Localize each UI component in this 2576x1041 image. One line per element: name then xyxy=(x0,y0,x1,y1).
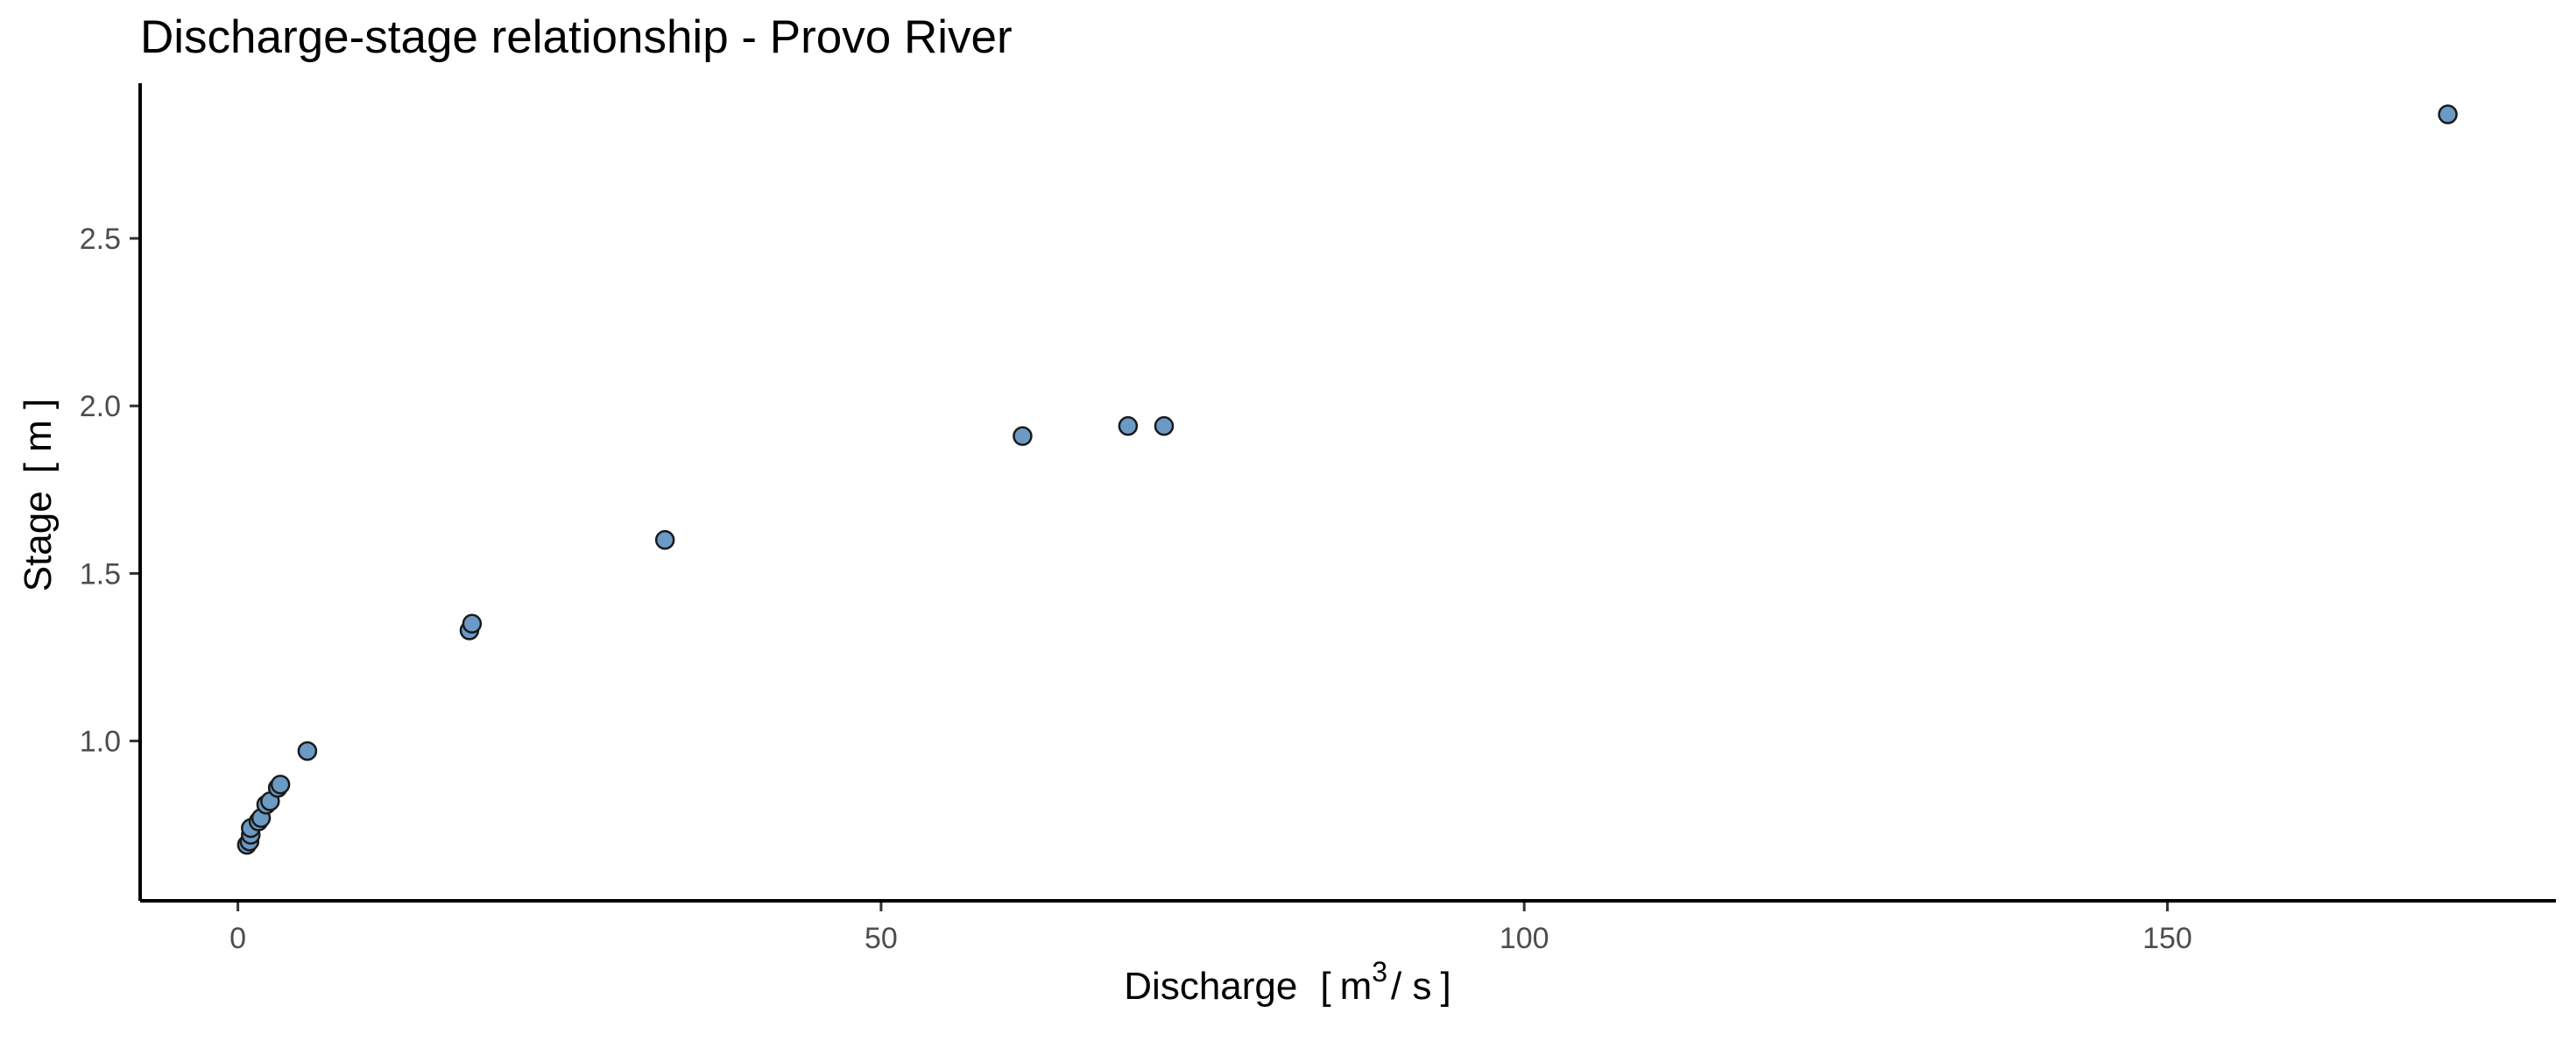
data-point xyxy=(297,740,318,761)
x-tick-label: 0 xyxy=(229,922,246,955)
x-tick-label: 150 xyxy=(2142,922,2192,955)
y-tick-label: 2.0 xyxy=(80,390,121,423)
x-axis-label-unit-close: ] xyxy=(1441,965,1451,1008)
x-axis-label: Discharge [m3/ s] xyxy=(1124,956,1450,1008)
y-tick-label: 1.0 xyxy=(80,726,121,759)
y-tick-label: 2.5 xyxy=(80,223,121,256)
x-axis-label-unit-open: [ xyxy=(1320,965,1330,1008)
chart-title: Discharge-stage relationship - Provo Riv… xyxy=(140,11,1013,63)
data-point xyxy=(1013,426,1033,446)
y-axis-label-text: Stage xyxy=(17,491,60,591)
x-axis-label-unit-superscript: 3 xyxy=(1372,956,1387,988)
x-axis-label-unit-tail: / s xyxy=(1391,965,1431,1008)
y-axis-label: Stage [ m ] xyxy=(17,399,60,592)
x-tick-label: 100 xyxy=(1500,922,1549,955)
data-point xyxy=(1118,415,1139,436)
data-point xyxy=(270,775,291,795)
x-axis-label-unit-base: m xyxy=(1340,965,1373,1008)
x-axis-label-text: Discharge xyxy=(1124,965,1297,1008)
data-points xyxy=(236,104,2458,855)
data-point xyxy=(654,529,675,550)
data-point xyxy=(462,613,483,634)
data-point xyxy=(1154,415,1175,436)
y-axis-label-unit: [ m ] xyxy=(17,399,60,474)
x-tick-label: 50 xyxy=(865,922,898,955)
y-tick-label: 1.5 xyxy=(80,557,121,591)
data-point xyxy=(2438,104,2458,124)
y-axis-ticks: 1.0 1.5 2.0 2.5 xyxy=(80,223,140,759)
x-axis-ticks: 0 50 100 150 xyxy=(229,901,2192,955)
